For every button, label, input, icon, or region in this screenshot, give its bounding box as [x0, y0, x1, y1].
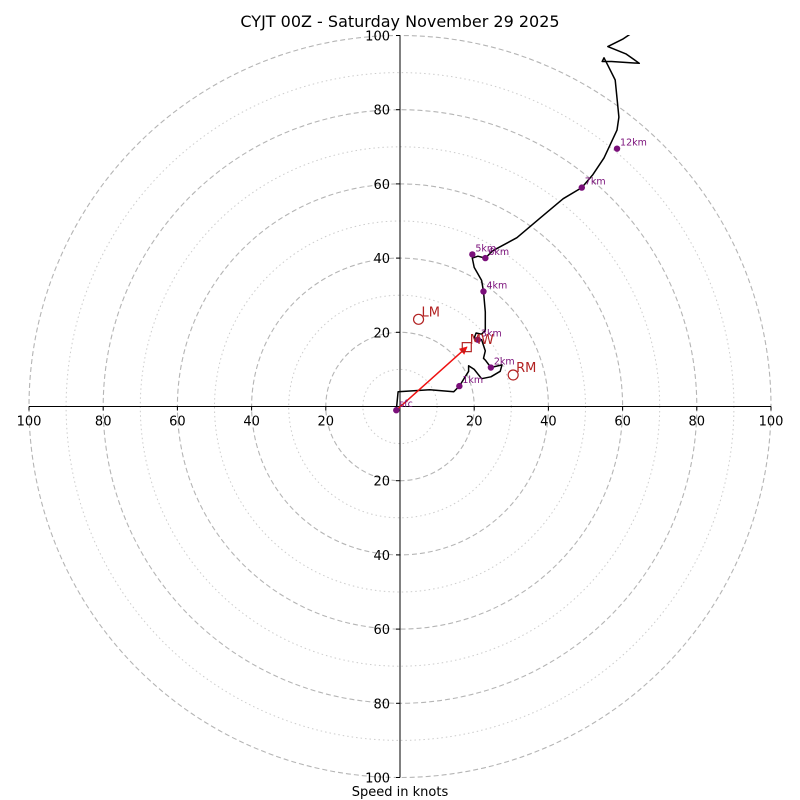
height-marker-dot: [613, 145, 621, 152]
storm-marker-label: LM: [422, 305, 440, 320]
height-marker-label: 12km: [620, 138, 647, 149]
chart-title: CYJT 00Z - Saturday November 29 2025: [240, 12, 559, 31]
tick-labels: 100 80 60 40 20 20 40 60 80 100 100 80 60 40 20 20 40 60 8…: [17, 30, 784, 787]
storm-marker-square: [461, 342, 472, 353]
storm-marker-circle: [507, 369, 519, 381]
height-marker-label: sfc: [399, 399, 413, 410]
storm-motion-markers: LM RM MW: [412, 305, 536, 381]
height-marker-dot: [578, 184, 585, 191]
x-tick-label: 60: [169, 415, 186, 430]
y-tick-label: 80: [373, 697, 390, 712]
x-tick-label: 20: [318, 415, 335, 430]
y-tick-label: 60: [373, 623, 390, 638]
height-marker-label: 6km: [488, 247, 509, 258]
y-tick-label: 80: [373, 104, 390, 119]
height-marker-label: 7km: [585, 177, 606, 188]
y-tick-label: 20: [373, 475, 390, 490]
x-tick-label: 100: [17, 415, 42, 430]
y-tick-label: 40: [373, 549, 390, 564]
x-tick-label: 80: [689, 415, 706, 430]
y-tick-label: 60: [373, 178, 390, 193]
storm-marker-label: RM: [516, 361, 536, 376]
shear-vector-arrow: [395, 346, 468, 411]
height-marker-label: 1km: [462, 375, 483, 386]
storm-marker-circle: [412, 313, 425, 325]
y-tick-label: 20: [373, 326, 390, 341]
x-tick-label: 60: [614, 415, 631, 430]
y-tick-label: 100: [365, 30, 390, 45]
height-marker-label: 5km: [475, 243, 496, 254]
height-marker-label: 4km: [486, 280, 507, 291]
x-tick-label: 80: [95, 415, 112, 430]
x-axis-label: Speed in knots: [352, 785, 449, 800]
height-marker-dot: [487, 364, 495, 371]
height-marker-dot: [658, 29, 664, 35]
x-tick-label: 40: [540, 415, 557, 430]
x-tick-label: 100: [759, 415, 784, 430]
height-marker-dot: [474, 336, 482, 343]
x-tick-label: 40: [243, 415, 260, 430]
y-tick-label: 40: [373, 252, 390, 267]
height-marker-label: 2km: [494, 357, 515, 368]
x-tick-label: 20: [466, 415, 483, 430]
height-marker-dot: [393, 407, 400, 414]
height-marker-dot: [456, 382, 463, 390]
height-marker-dot: [469, 251, 476, 258]
height-marker-label: 3km: [481, 329, 502, 340]
wind-trace-line: [395, 35, 641, 411]
y-tick-label: 100: [365, 772, 390, 787]
storm-marker-label: MW: [470, 333, 494, 348]
height-marker-dot: [482, 254, 489, 262]
height-marker-dot: [480, 288, 487, 295]
